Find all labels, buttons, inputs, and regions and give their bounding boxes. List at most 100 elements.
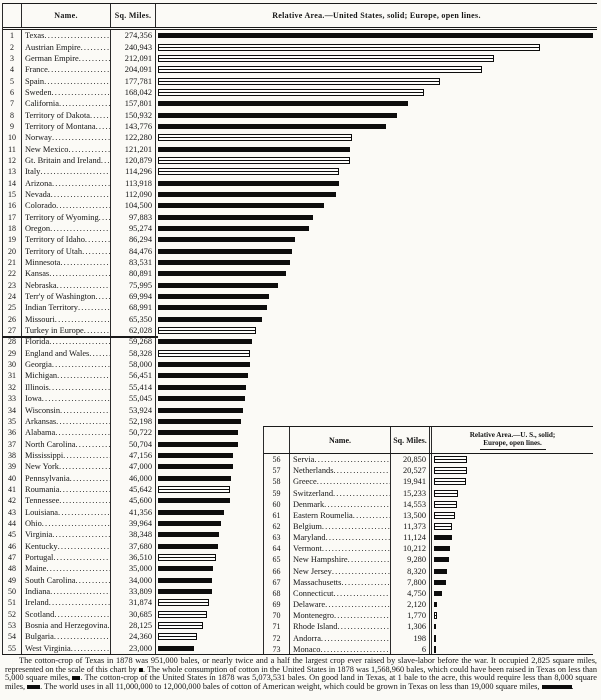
relative-area-cell — [156, 597, 597, 608]
relative-area-cell — [156, 495, 597, 506]
row-sq-miles: 69,994 — [111, 290, 156, 303]
row-name: Denmark — [290, 498, 391, 510]
relative-area-cell — [156, 98, 597, 109]
relative-area-cell — [156, 461, 597, 472]
dot-leader — [59, 496, 110, 505]
entry-name: Portugal — [25, 552, 54, 562]
row-sq-miles: 33,809 — [111, 585, 156, 598]
europe-open-bar — [434, 634, 436, 642]
relative-area-cell — [156, 53, 597, 64]
entry-name: Switzerland — [293, 488, 334, 498]
header-underline-rule — [479, 448, 546, 450]
dot-leader — [54, 610, 110, 619]
row-rank: 46 — [3, 540, 22, 552]
entry-name: Louisiana — [25, 507, 59, 517]
row-name: Montenegro — [290, 610, 391, 622]
table-bottom-rule — [2, 654, 593, 655]
row-name: Kansas — [22, 268, 111, 280]
row-sq-miles: 47,000 — [111, 461, 156, 473]
row-rank: 14 — [3, 177, 22, 189]
area-scale-block — [138, 667, 143, 672]
section-divider-rule — [2, 336, 158, 338]
us-solid-bar — [434, 557, 449, 563]
row-sq-miles: 11,373 — [391, 520, 432, 533]
row-rank: 58 — [264, 476, 290, 488]
europe-open-bar — [434, 645, 436, 653]
relative-area-cell — [156, 212, 597, 223]
entry-name: Alabama — [25, 428, 56, 438]
row-rank: 16 — [3, 200, 22, 212]
europe-open-bar — [434, 456, 467, 464]
row-sq-miles: 31,874 — [111, 597, 156, 609]
dot-leader — [75, 440, 110, 449]
row-rank: 72 — [264, 632, 290, 644]
us-solid-bar — [158, 475, 231, 481]
inset-name-column-header: Name. — [290, 427, 391, 453]
entry-name: England and Wales — [25, 348, 90, 358]
entry-name: Florida — [25, 337, 50, 347]
row-sq-miles: 1,770 — [391, 610, 432, 622]
row-rank: 25 — [3, 302, 22, 314]
relative-area-cell — [156, 336, 597, 347]
relative-area-cell — [156, 563, 597, 574]
row-name: North Carolina — [22, 438, 111, 450]
row-name: Territory of Montana — [22, 120, 111, 133]
entry-name: Bosnia and Herzegovina — [25, 621, 108, 631]
entry-name: Terr'y of Washington — [25, 292, 96, 302]
row-name: Territory of Wyoming — [22, 211, 111, 223]
row-sq-miles: 58,328 — [111, 347, 156, 359]
dot-leader — [53, 553, 110, 562]
entry-name: Norway — [25, 133, 52, 143]
row-sq-miles: 14,553 — [391, 498, 432, 510]
row-name: Nevada — [22, 188, 111, 201]
relative-area-cell — [156, 631, 597, 642]
row-name: Ireland — [22, 597, 111, 609]
row-sq-miles: 62,028 — [111, 324, 156, 337]
relative-area-cell — [156, 609, 597, 620]
europe-open-bar — [158, 485, 230, 493]
inset-sq-miles-column-header: Sq. Miles. — [391, 427, 432, 453]
row-sq-miles: 59,268 — [111, 336, 156, 348]
entry-name: Arkansas — [25, 416, 57, 426]
row-rank: 69 — [264, 599, 290, 611]
relative-area-cell — [156, 121, 597, 132]
relative-area-cell — [156, 518, 597, 529]
row-rank: 36 — [3, 427, 22, 439]
footnote-text: . — [571, 682, 574, 692]
relative-area-cell — [156, 155, 597, 166]
entry-name: German Empire — [25, 53, 79, 63]
dot-leader — [71, 644, 110, 653]
dot-leader — [49, 337, 110, 346]
relative-area-cell — [156, 64, 597, 75]
relative-area-cell — [156, 620, 597, 631]
row-rank: 42 — [3, 495, 22, 507]
entry-name: Roumania — [25, 484, 60, 494]
dot-leader — [60, 258, 110, 267]
row-rank: 5 — [3, 75, 22, 87]
relative-area-cell — [432, 499, 593, 510]
entry-name: Eastern Roumelia — [293, 510, 353, 520]
row-rank: 48 — [3, 563, 22, 575]
row-rank: 9 — [3, 120, 22, 133]
us-solid-bar — [158, 112, 397, 118]
us-solid-bar — [434, 546, 450, 552]
row-sq-miles: 95,274 — [111, 222, 156, 235]
row-sq-miles: 52,198 — [111, 415, 156, 428]
us-solid-bar — [158, 430, 238, 436]
row-sq-miles: 35,000 — [111, 563, 156, 575]
dot-leader — [55, 315, 110, 324]
row-sq-miles: 23,000 — [111, 642, 156, 654]
row-name: Scotland — [22, 608, 111, 620]
